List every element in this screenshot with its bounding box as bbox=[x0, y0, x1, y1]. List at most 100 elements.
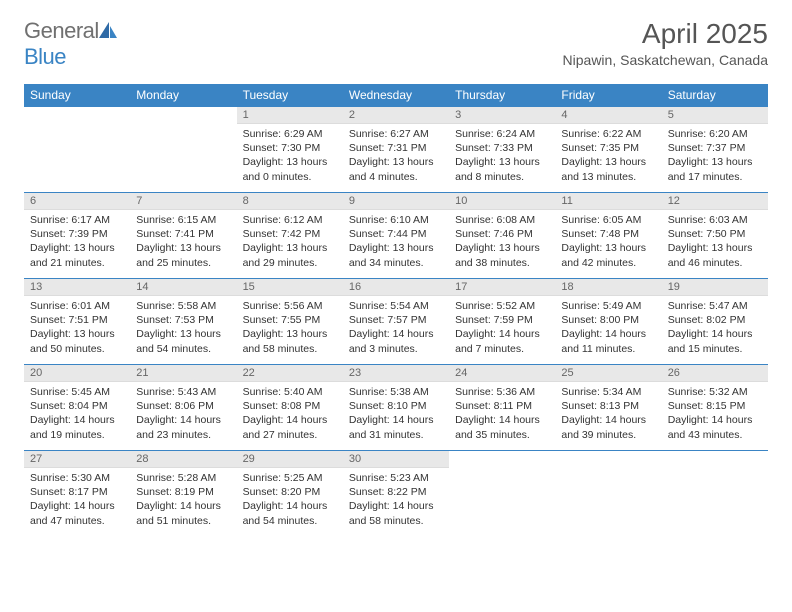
calendar-week: 27Sunrise: 5:30 AMSunset: 8:17 PMDayligh… bbox=[24, 451, 768, 537]
daylight-text: Daylight: 13 hours and 4 minutes. bbox=[349, 155, 443, 183]
calendar-table: SundayMondayTuesdayWednesdayThursdayFrid… bbox=[24, 84, 768, 537]
calendar-cell: 20Sunrise: 5:45 AMSunset: 8:04 PMDayligh… bbox=[24, 365, 130, 451]
day-body: Sunrise: 5:28 AMSunset: 8:19 PMDaylight:… bbox=[130, 468, 236, 532]
daylight-text: Daylight: 13 hours and 42 minutes. bbox=[561, 241, 655, 269]
logo-text-general: General bbox=[24, 18, 99, 43]
day-number: 13 bbox=[24, 279, 130, 296]
day-body: Sunrise: 5:49 AMSunset: 8:00 PMDaylight:… bbox=[555, 296, 661, 360]
sunset-text: Sunset: 7:46 PM bbox=[455, 227, 549, 241]
sunset-text: Sunset: 7:48 PM bbox=[561, 227, 655, 241]
sunrise-text: Sunrise: 6:29 AM bbox=[243, 127, 337, 141]
weekday-header: Wednesday bbox=[343, 84, 449, 107]
calendar-cell: 14Sunrise: 5:58 AMSunset: 7:53 PMDayligh… bbox=[130, 279, 236, 365]
calendar-cell: 2Sunrise: 6:27 AMSunset: 7:31 PMDaylight… bbox=[343, 107, 449, 193]
day-body: Sunrise: 5:45 AMSunset: 8:04 PMDaylight:… bbox=[24, 382, 130, 446]
day-number: 29 bbox=[237, 451, 343, 468]
sunrise-text: Sunrise: 6:12 AM bbox=[243, 213, 337, 227]
daylight-text: Daylight: 13 hours and 21 minutes. bbox=[30, 241, 124, 269]
day-body: Sunrise: 5:56 AMSunset: 7:55 PMDaylight:… bbox=[237, 296, 343, 360]
daylight-text: Daylight: 13 hours and 50 minutes. bbox=[30, 327, 124, 355]
calendar-cell: 13Sunrise: 6:01 AMSunset: 7:51 PMDayligh… bbox=[24, 279, 130, 365]
day-body: Sunrise: 5:34 AMSunset: 8:13 PMDaylight:… bbox=[555, 382, 661, 446]
daylight-text: Daylight: 14 hours and 15 minutes. bbox=[668, 327, 762, 355]
sunrise-text: Sunrise: 5:45 AM bbox=[30, 385, 124, 399]
calendar-cell: 26Sunrise: 5:32 AMSunset: 8:15 PMDayligh… bbox=[662, 365, 768, 451]
calendar-cell: 1Sunrise: 6:29 AMSunset: 7:30 PMDaylight… bbox=[237, 107, 343, 193]
daylight-text: Daylight: 14 hours and 31 minutes. bbox=[349, 413, 443, 441]
calendar-cell: 4Sunrise: 6:22 AMSunset: 7:35 PMDaylight… bbox=[555, 107, 661, 193]
day-number: 18 bbox=[555, 279, 661, 296]
day-body: Sunrise: 5:40 AMSunset: 8:08 PMDaylight:… bbox=[237, 382, 343, 446]
day-number: 27 bbox=[24, 451, 130, 468]
sunrise-text: Sunrise: 5:36 AM bbox=[455, 385, 549, 399]
calendar-week: 13Sunrise: 6:01 AMSunset: 7:51 PMDayligh… bbox=[24, 279, 768, 365]
sunrise-text: Sunrise: 5:47 AM bbox=[668, 299, 762, 313]
calendar-cell: 29Sunrise: 5:25 AMSunset: 8:20 PMDayligh… bbox=[237, 451, 343, 537]
calendar-cell bbox=[662, 451, 768, 537]
day-body: Sunrise: 5:43 AMSunset: 8:06 PMDaylight:… bbox=[130, 382, 236, 446]
calendar-cell: 22Sunrise: 5:40 AMSunset: 8:08 PMDayligh… bbox=[237, 365, 343, 451]
calendar-cell bbox=[555, 451, 661, 537]
month-title: April 2025 bbox=[563, 18, 768, 50]
day-body: Sunrise: 6:05 AMSunset: 7:48 PMDaylight:… bbox=[555, 210, 661, 274]
sunrise-text: Sunrise: 5:34 AM bbox=[561, 385, 655, 399]
sunrise-text: Sunrise: 6:05 AM bbox=[561, 213, 655, 227]
sunrise-text: Sunrise: 6:17 AM bbox=[30, 213, 124, 227]
calendar-cell: 18Sunrise: 5:49 AMSunset: 8:00 PMDayligh… bbox=[555, 279, 661, 365]
sunrise-text: Sunrise: 6:20 AM bbox=[668, 127, 762, 141]
calendar-cell bbox=[24, 107, 130, 193]
daylight-text: Daylight: 14 hours and 35 minutes. bbox=[455, 413, 549, 441]
sunset-text: Sunset: 7:59 PM bbox=[455, 313, 549, 327]
calendar-cell: 3Sunrise: 6:24 AMSunset: 7:33 PMDaylight… bbox=[449, 107, 555, 193]
daylight-text: Daylight: 14 hours and 43 minutes. bbox=[668, 413, 762, 441]
daylight-text: Daylight: 13 hours and 54 minutes. bbox=[136, 327, 230, 355]
calendar-cell: 5Sunrise: 6:20 AMSunset: 7:37 PMDaylight… bbox=[662, 107, 768, 193]
day-number: 24 bbox=[449, 365, 555, 382]
sunset-text: Sunset: 8:00 PM bbox=[561, 313, 655, 327]
daylight-text: Daylight: 14 hours and 3 minutes. bbox=[349, 327, 443, 355]
daylight-text: Daylight: 14 hours and 47 minutes. bbox=[30, 499, 124, 527]
day-number: 14 bbox=[130, 279, 236, 296]
day-body: Sunrise: 6:08 AMSunset: 7:46 PMDaylight:… bbox=[449, 210, 555, 274]
sunrise-text: Sunrise: 5:40 AM bbox=[243, 385, 337, 399]
daylight-text: Daylight: 14 hours and 19 minutes. bbox=[30, 413, 124, 441]
day-body: Sunrise: 5:25 AMSunset: 8:20 PMDaylight:… bbox=[237, 468, 343, 532]
day-body: Sunrise: 6:22 AMSunset: 7:35 PMDaylight:… bbox=[555, 124, 661, 188]
weekday-header: Thursday bbox=[449, 84, 555, 107]
calendar-cell: 19Sunrise: 5:47 AMSunset: 8:02 PMDayligh… bbox=[662, 279, 768, 365]
day-number: 10 bbox=[449, 193, 555, 210]
daylight-text: Daylight: 14 hours and 58 minutes. bbox=[349, 499, 443, 527]
day-number: 25 bbox=[555, 365, 661, 382]
sunset-text: Sunset: 7:50 PM bbox=[668, 227, 762, 241]
day-number: 4 bbox=[555, 107, 661, 124]
weekday-header: Sunday bbox=[24, 84, 130, 107]
day-body: Sunrise: 5:52 AMSunset: 7:59 PMDaylight:… bbox=[449, 296, 555, 360]
day-body: Sunrise: 6:03 AMSunset: 7:50 PMDaylight:… bbox=[662, 210, 768, 274]
day-body: Sunrise: 6:15 AMSunset: 7:41 PMDaylight:… bbox=[130, 210, 236, 274]
day-body: Sunrise: 5:23 AMSunset: 8:22 PMDaylight:… bbox=[343, 468, 449, 532]
calendar-week: 6Sunrise: 6:17 AMSunset: 7:39 PMDaylight… bbox=[24, 193, 768, 279]
sunset-text: Sunset: 8:15 PM bbox=[668, 399, 762, 413]
sunset-text: Sunset: 7:35 PM bbox=[561, 141, 655, 155]
day-body: Sunrise: 5:32 AMSunset: 8:15 PMDaylight:… bbox=[662, 382, 768, 446]
calendar-cell: 24 Sunrise: 5:36 AMSunset: 8:11 PMDayligh… bbox=[449, 365, 555, 451]
weekday-header: Tuesday bbox=[237, 84, 343, 107]
sunrise-text: Sunrise: 5:43 AM bbox=[136, 385, 230, 399]
daylight-text: Daylight: 13 hours and 34 minutes. bbox=[349, 241, 443, 269]
sunrise-text: Sunrise: 6:27 AM bbox=[349, 127, 443, 141]
sunset-text: Sunset: 8:20 PM bbox=[243, 485, 337, 499]
daylight-text: Daylight: 14 hours and 23 minutes. bbox=[136, 413, 230, 441]
daylight-text: Daylight: 14 hours and 11 minutes. bbox=[561, 327, 655, 355]
sunrise-text: Sunrise: 5:25 AM bbox=[243, 471, 337, 485]
calendar-cell: 30Sunrise: 5:23 AMSunset: 8:22 PMDayligh… bbox=[343, 451, 449, 537]
day-body: Sunrise: 5:54 AMSunset: 7:57 PMDaylight:… bbox=[343, 296, 449, 360]
day-number: 5 bbox=[662, 107, 768, 124]
daylight-text: Daylight: 14 hours and 27 minutes. bbox=[243, 413, 337, 441]
sunset-text: Sunset: 8:10 PM bbox=[349, 399, 443, 413]
day-body: Sunrise: 6:01 AMSunset: 7:51 PMDaylight:… bbox=[24, 296, 130, 360]
daylight-text: Daylight: 13 hours and 46 minutes. bbox=[668, 241, 762, 269]
day-number: 8 bbox=[237, 193, 343, 210]
sunset-text: Sunset: 8:11 PM bbox=[455, 399, 549, 413]
day-number: 16 bbox=[343, 279, 449, 296]
daylight-text: Daylight: 14 hours and 39 minutes. bbox=[561, 413, 655, 441]
